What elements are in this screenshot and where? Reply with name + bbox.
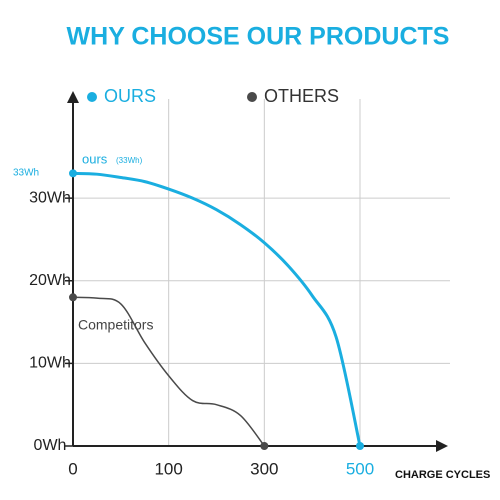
x-tick-label: 0: [68, 459, 77, 478]
series-line: [72, 171, 362, 447]
axis-arrow: [67, 91, 79, 103]
x-tick-label: 300: [250, 459, 278, 478]
y-tick-label: 10Wh: [29, 355, 71, 372]
axis-arrow: [436, 440, 448, 452]
legend-label: OTHERS: [264, 86, 339, 106]
annotation: (33Wh): [116, 156, 143, 165]
chart-title: WHY CHOOSE OUR PRODUCTS: [67, 23, 450, 51]
annotation: Competitors: [78, 317, 153, 333]
legend-label: OURS: [104, 86, 156, 106]
endpoint-marker: [69, 169, 77, 178]
y-tick-label: 30Wh: [29, 189, 71, 206]
endpoint-marker: [260, 442, 269, 450]
legend-marker: [247, 92, 257, 102]
x-axis-label: CHARGE CYCLES: [395, 469, 490, 481]
y-tick-label: 20Wh: [29, 272, 71, 289]
x-tick-label: 500: [346, 459, 374, 478]
series-line: [72, 296, 265, 447]
endpoint-marker: [69, 293, 77, 302]
endpoint-marker: [356, 442, 364, 450]
annotation: ours: [82, 151, 108, 166]
x-tick-label: 100: [154, 459, 182, 478]
y-tick-label: 0Wh: [34, 437, 67, 454]
annotation: 33Wh: [13, 168, 39, 179]
legend-marker: [87, 92, 97, 102]
